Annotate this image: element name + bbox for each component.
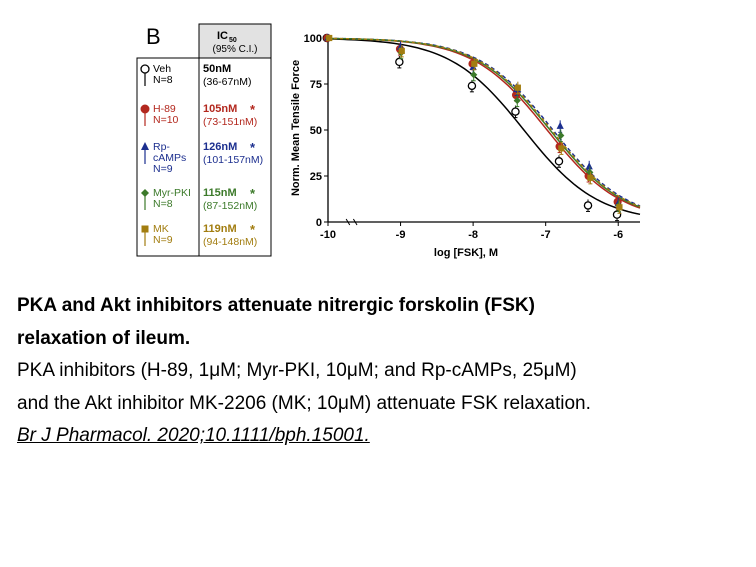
legend-marker-1 xyxy=(140,64,150,74)
table-row: H-89N=10 105nM *(73-151nM) xyxy=(140,102,257,128)
x-tick-label: -7 xyxy=(541,229,551,241)
data-point xyxy=(583,201,593,210)
ic50-table: IC 50 (95% C.I.) VehN=850nM(36-67nM)H-89… xyxy=(136,23,272,257)
caption-body-line-2: and the Akt inhibitor MK-2206 (MK; 10μM)… xyxy=(17,392,591,414)
table-value-box xyxy=(198,57,272,257)
ic50-value: 50nM xyxy=(203,63,231,75)
legend-label: Rp- xyxy=(153,141,170,153)
legend-label: MK xyxy=(153,223,169,235)
legend-marker-2 xyxy=(140,104,150,114)
ic50-value: 105nM xyxy=(203,103,237,115)
legend-label: N=10 xyxy=(153,114,179,126)
data-point xyxy=(558,145,565,152)
fit-curve-myr-pki xyxy=(328,37,641,208)
legend-label: cAMPs xyxy=(153,152,186,164)
caption: PKA and Akt inhibitors attenuate nitrerg… xyxy=(17,290,747,453)
figure: B IC 50 (95% C.I.) VehN=850nM(36-67nM)H-… xyxy=(136,23,641,259)
ic50-value: 115nM xyxy=(203,187,237,199)
data-point xyxy=(585,162,593,170)
data-point xyxy=(554,157,564,166)
legend-label: N=9 xyxy=(153,163,173,175)
caption-title-line-1: PKA and Akt inhibitors attenuate nitrerg… xyxy=(17,295,535,316)
data-point xyxy=(514,84,521,91)
data-point xyxy=(556,121,564,129)
legend-label: N=8 xyxy=(153,198,173,210)
chart: Norm. Mean Tensile Force log [FSK], M 0 2… xyxy=(290,33,641,259)
table-header-ci: (95% C.I.) xyxy=(212,44,257,55)
ic50-ci: (36-67nM) xyxy=(203,76,251,88)
data-point xyxy=(616,204,623,211)
legend-label: N=8 xyxy=(153,74,173,86)
x-tick-label: -10 xyxy=(320,229,336,241)
data-point xyxy=(586,168,594,176)
data-point xyxy=(471,60,478,67)
y-tick-label: 0 xyxy=(316,217,322,229)
significance-star: * xyxy=(250,186,256,201)
y-tick-label: 75 xyxy=(310,79,322,91)
axis-break xyxy=(352,218,358,226)
legend-label: Myr-PKI xyxy=(153,187,191,199)
table-header-sub: 50 xyxy=(229,37,237,44)
panel-letter: B xyxy=(146,24,161,49)
legend-marker-5 xyxy=(141,225,149,233)
data-point xyxy=(511,107,520,116)
x-tick-label: -6 xyxy=(613,229,623,241)
legend-label: Veh xyxy=(153,63,171,75)
y-tick-label: 100 xyxy=(304,33,322,45)
data-point xyxy=(398,47,405,54)
data-point xyxy=(513,96,521,105)
significance-star: * xyxy=(250,140,256,155)
data-point xyxy=(326,34,333,42)
table-row: MKN=9 119nM *(94-148nM) xyxy=(141,222,257,248)
ic50-ci: (87-152nM) xyxy=(203,200,257,212)
data-point xyxy=(467,81,477,91)
data-point xyxy=(470,71,478,79)
x-tick-label: -9 xyxy=(396,229,406,241)
caption-reference-link[interactable]: Br J Pharmacol. 2020;10.1111/bph.15001. xyxy=(17,425,370,446)
caption-body-line-1: PKA inhibitors (H-89, 1μM; Myr-PKI, 10μM… xyxy=(17,360,577,381)
x-axis-label: log [FSK], M xyxy=(434,247,498,259)
data-point xyxy=(587,174,594,181)
ic50-value: 119nM xyxy=(203,223,237,235)
x-tick-label: -8 xyxy=(468,229,478,241)
fit-curve-veh xyxy=(327,38,641,216)
legend-label: N=9 xyxy=(153,234,173,246)
legend-label: H-89 xyxy=(153,103,176,115)
data-point xyxy=(557,131,565,140)
data-point xyxy=(395,57,404,67)
axis-break xyxy=(345,218,351,226)
y-tick-label: 50 xyxy=(310,125,322,137)
significance-star: * xyxy=(250,102,256,117)
ic50-ci: (101-157nM) xyxy=(203,154,263,166)
legend-marker-4 xyxy=(141,189,149,197)
ic50-ci: (73-151nM) xyxy=(203,116,257,128)
table-header-ic: IC xyxy=(217,30,228,42)
significance-star: * xyxy=(250,222,256,237)
ic50-value: 126nM xyxy=(203,141,237,153)
table-header-box xyxy=(198,23,272,59)
y-tick-label: 25 xyxy=(310,171,322,183)
y-axis-label: Norm. Mean Tensile Force xyxy=(290,60,302,196)
caption-title-line-2: relaxation of ileum. xyxy=(17,327,191,349)
legend-marker-3 xyxy=(141,142,149,150)
ic50-ci: (94-148nM) xyxy=(203,236,257,248)
